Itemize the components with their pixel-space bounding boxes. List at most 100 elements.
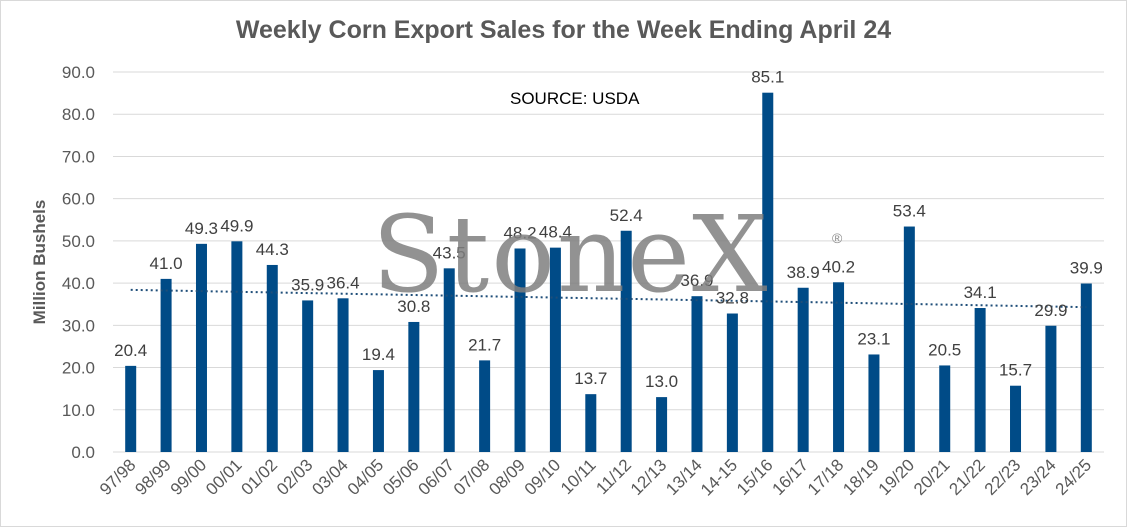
data-label: 38.9: [787, 263, 820, 282]
trendline: [130, 288, 1087, 309]
y-tick-label: 70.0: [62, 147, 95, 166]
bar-03/04: [337, 298, 349, 452]
bar-20/21: [939, 365, 951, 452]
x-tick-label: 09/10: [521, 455, 565, 499]
data-label: 30.8: [397, 297, 430, 316]
x-tick-label: 05/06: [379, 455, 423, 499]
data-label: 13.7: [574, 369, 607, 388]
x-tick-label: 97/98: [96, 455, 140, 499]
bar-16/17: [797, 287, 809, 452]
x-tick-label: 15/16: [733, 455, 777, 499]
y-tick-label: 10.0: [62, 401, 95, 420]
bar-18/19: [868, 354, 880, 452]
x-tick-label: 99/00: [167, 455, 211, 499]
data-label: 21.7: [468, 335, 501, 354]
bar-13/14: [691, 296, 703, 452]
x-tick-label: 21/22: [945, 455, 989, 499]
bar-24/25: [1080, 283, 1092, 452]
x-tick-label: 08/09: [485, 455, 529, 499]
data-label: 35.9: [291, 275, 324, 294]
registered-mark: ®: [832, 230, 843, 246]
x-tick-label: 24/25: [1052, 455, 1096, 499]
bar-06/07: [443, 268, 455, 452]
bar-08/09: [514, 248, 526, 452]
bar-17/18: [833, 282, 845, 452]
data-label: 40.2: [822, 257, 855, 276]
x-tick-label: 02/03: [273, 455, 317, 499]
x-tick-label: 13/14: [662, 455, 706, 499]
x-tick-label: 17/18: [804, 455, 848, 499]
data-label: 13.0: [645, 372, 678, 391]
data-label: 39.9: [1070, 259, 1103, 278]
x-tick-label: 19/20: [875, 455, 919, 499]
chart-title: Weekly Corn Export Sales for the Week En…: [235, 16, 892, 44]
source-annotation: SOURCE: USDA: [510, 89, 640, 108]
bar-23/24: [1045, 325, 1057, 452]
bar-22/23: [1010, 385, 1022, 452]
x-tick-label: 98/99: [131, 455, 175, 499]
data-label: 53.4: [893, 202, 926, 221]
x-tick-label: 18/19: [839, 455, 883, 499]
bar-15/16: [762, 92, 774, 452]
x-tick-label: 03/04: [308, 455, 352, 499]
data-label: 49.3: [185, 219, 218, 238]
x-tick-label: 11/12: [592, 455, 635, 498]
data-label: 43.5: [433, 243, 466, 262]
stonex-watermark: StoneX: [372, 193, 770, 316]
data-label: 52.4: [610, 206, 643, 225]
data-label: 19.4: [362, 345, 395, 364]
x-tick-label: 10/11: [557, 455, 600, 498]
data-label: 48.4: [539, 223, 572, 242]
y-axis-ticks: 0.0 10.0 20.0 30.0 40.0 50.0 60.0 70.0 80.0 90.0: [62, 63, 95, 462]
x-tick-label: 06/07: [415, 455, 459, 499]
x-tick-label: 00/01: [202, 455, 246, 499]
data-label: 15.7: [999, 361, 1032, 380]
x-tick-label: 12/13: [627, 455, 671, 499]
x-tick-label: 20/21: [910, 455, 954, 499]
bars: [125, 92, 1092, 452]
y-tick-label: 50.0: [62, 232, 95, 251]
data-label: 20.5: [928, 340, 961, 359]
y-tick-label: 90.0: [62, 63, 95, 82]
y-tick-label: 60.0: [62, 190, 95, 209]
x-tick-label: 14-15: [697, 455, 741, 499]
x-tick-label: 23/24: [1016, 455, 1060, 499]
bar-99/00: [195, 243, 207, 452]
data-label: 36.4: [327, 273, 360, 292]
bar-07/08: [479, 360, 491, 452]
bar-97/98: [125, 365, 137, 452]
y-tick-label: 80.0: [62, 105, 95, 124]
bar-09/10: [549, 247, 561, 452]
x-axis-ticks: 97/9898/9999/0000/0101/0202/0303/0404/05…: [96, 455, 1095, 499]
linear-trendline: [130, 288, 1087, 309]
data-label: 23.1: [857, 329, 890, 348]
x-tick-label: 16/17: [768, 455, 812, 499]
bar-21/22: [974, 308, 986, 452]
x-tick-label: 04/05: [344, 455, 388, 499]
data-label: 44.3: [256, 240, 289, 259]
bar-04/05: [372, 370, 384, 452]
bar-05/06: [408, 321, 420, 452]
bar-14-15: [726, 313, 738, 452]
data-label: 20.4: [114, 341, 147, 360]
data-label: 36.9: [680, 271, 713, 290]
y-tick-label: 0.0: [71, 443, 95, 462]
bar-98/99: [160, 278, 172, 452]
data-label: 32.8: [716, 289, 749, 308]
bar-02/03: [302, 300, 314, 452]
y-tick-label: 20.0: [62, 359, 95, 378]
gridlines: [113, 71, 1104, 453]
bar-01/02: [266, 264, 278, 452]
data-label: 34.1: [964, 283, 997, 302]
y-tick-label: 30.0: [62, 316, 95, 335]
data-label: 29.9: [1034, 301, 1067, 320]
bar-11/12: [620, 230, 632, 452]
data-labels: 20.4 41.049.3 49.944.335.9 36.4 19.4 30.8 43.5…: [114, 68, 1103, 391]
data-label: 48.2: [503, 223, 536, 242]
x-tick-label: 07/08: [450, 455, 494, 499]
bar-12/13: [656, 397, 668, 452]
data-label: 85.1: [751, 68, 784, 87]
y-tick-label: 40.0: [62, 274, 95, 293]
